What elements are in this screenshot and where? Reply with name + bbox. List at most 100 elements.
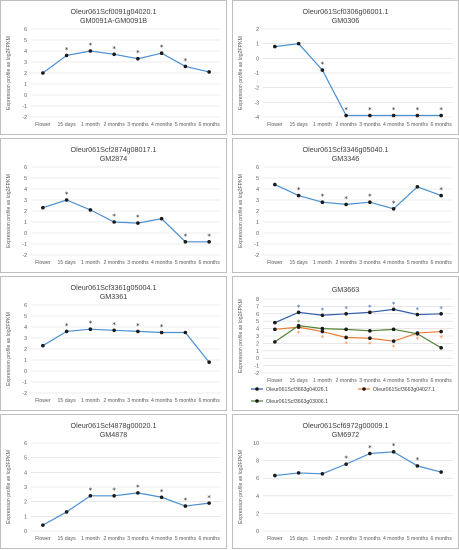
x-tick-label: 15 days <box>58 536 77 542</box>
data-point <box>207 501 211 505</box>
data-point <box>207 240 211 244</box>
chart-panel: Oleur061Scf4878g00020.1 GM4878 0 1 2 3 4 5 6 Expr… <box>0 414 227 549</box>
significance-star: * <box>416 306 420 314</box>
data-point <box>296 471 301 475</box>
x-tick-label: 15 days <box>290 122 309 128</box>
y-axis-label: Expression profile as log2FPKM <box>238 174 244 248</box>
y-tick-label: -1 <box>254 242 259 248</box>
significance-star: * <box>65 322 69 330</box>
y-tick-label: -1 <box>22 104 27 110</box>
significance-star: * <box>321 193 325 201</box>
data-point <box>112 328 116 333</box>
data-point <box>41 343 45 348</box>
data-point <box>64 510 69 514</box>
data-point <box>320 200 325 204</box>
data-point <box>296 193 301 198</box>
y-axis-label: Expression profile as log2FPKM <box>238 36 244 110</box>
series-line <box>274 326 442 342</box>
x-tick-label: 5 months <box>175 536 197 542</box>
x-tick-label: 2 months <box>103 398 125 404</box>
x-tick-label: 1 month <box>313 260 332 266</box>
x-tick-label: 5 months <box>407 536 429 542</box>
y-tick-label: 0 <box>256 231 259 237</box>
chart-plot: -2 -1 0 1 2 3 4 5 6 Expression profile as log2FPK… <box>6 165 221 266</box>
significance-star: * <box>160 323 164 331</box>
data-point <box>439 329 443 334</box>
chart-panel: Oleur061Scf3361g05004.1 GM3361 -2 -1 0 1 2 3 4 5 6… <box>0 276 227 411</box>
x-tick-label: 2 months <box>335 260 357 266</box>
chart-subtitle: GM4878 <box>99 430 128 439</box>
x-tick-label: 5 months <box>175 122 197 128</box>
y-tick-label: 6 <box>24 165 27 171</box>
x-tick-label: 5 months <box>175 398 197 404</box>
legend-marker <box>255 387 259 391</box>
x-tick-label: 1 month <box>81 122 100 128</box>
data-point <box>183 504 188 508</box>
x-tick-label: 2 months <box>335 536 357 542</box>
data-point <box>273 340 277 344</box>
significance-star: * <box>89 486 93 494</box>
chart-subtitle: GM3361 <box>99 292 128 301</box>
chart-title: Oleur061Scf0091g04020.1 <box>70 7 157 16</box>
series-line <box>274 308 442 324</box>
x-tick-label: Flower <box>267 122 283 128</box>
x-tick-label: 3 months <box>359 536 381 542</box>
x-tick-label: Flower <box>267 378 283 384</box>
data-point <box>344 327 348 332</box>
y-tick-label: 8 <box>256 459 259 465</box>
significance-star: * <box>344 195 348 203</box>
y-tick-label: 6 <box>256 312 259 318</box>
y-tick-label: -1 <box>22 242 27 248</box>
y-tick-label: 3 <box>24 336 27 342</box>
significance-star: * <box>439 305 443 313</box>
x-tick-label: 5 months <box>407 378 429 384</box>
data-point <box>64 53 69 58</box>
series-line <box>42 328 210 363</box>
chart-plot: -2 -1 0 1 2 3 4 5 6 Expression profile as log2FPK… <box>6 303 221 404</box>
data-point <box>415 312 420 317</box>
significance-star: * <box>297 330 301 338</box>
y-axis-label: Expression profile as log2FPKM <box>6 312 12 386</box>
y-tick-label: 5 <box>256 319 259 325</box>
data-point <box>159 51 164 55</box>
data-point <box>273 182 277 187</box>
significance-star: * <box>160 44 164 52</box>
y-tick-label: 2 <box>24 347 27 353</box>
significance-star: * <box>344 106 348 114</box>
y-tick-label: 2 <box>24 71 27 77</box>
data-point <box>159 216 164 221</box>
data-point <box>439 193 443 198</box>
x-tick-label: 1 month <box>81 398 100 404</box>
significance-star: * <box>321 334 325 342</box>
y-tick-label: 6 <box>256 476 259 482</box>
significance-star: * <box>184 232 188 240</box>
y-tick-label: 0 <box>24 93 27 99</box>
data-point <box>207 70 211 74</box>
data-point <box>41 205 45 210</box>
y-tick-label: 3 <box>256 334 259 340</box>
chart-title: GM3663 <box>331 285 360 294</box>
significance-star: * <box>89 320 93 328</box>
chart-title: Oleur061Scf6972g00009.1 <box>302 421 389 430</box>
data-point <box>296 323 301 328</box>
y-tick-label: 0 <box>256 356 259 362</box>
y-tick-label: -1 <box>254 71 259 77</box>
data-point <box>368 336 372 341</box>
y-tick-label: 5 <box>24 38 27 44</box>
y-tick-label: 4 <box>256 494 259 500</box>
data-point <box>296 41 301 46</box>
x-tick-label: Flower <box>35 122 51 128</box>
x-tick-label: 4 months <box>383 536 405 542</box>
x-tick-label: 3 months <box>127 122 149 128</box>
legend-label: Oleur061Scf3663g04026.1 <box>266 387 328 393</box>
significance-star: * <box>416 335 420 343</box>
data-point <box>344 462 348 466</box>
legend-marker <box>255 399 259 403</box>
data-point <box>183 240 188 244</box>
significance-star: * <box>392 301 396 309</box>
significance-star: * <box>297 186 301 194</box>
data-point <box>368 200 372 204</box>
data-point <box>41 71 45 75</box>
data-point <box>88 49 93 53</box>
significance-star: * <box>136 484 140 492</box>
